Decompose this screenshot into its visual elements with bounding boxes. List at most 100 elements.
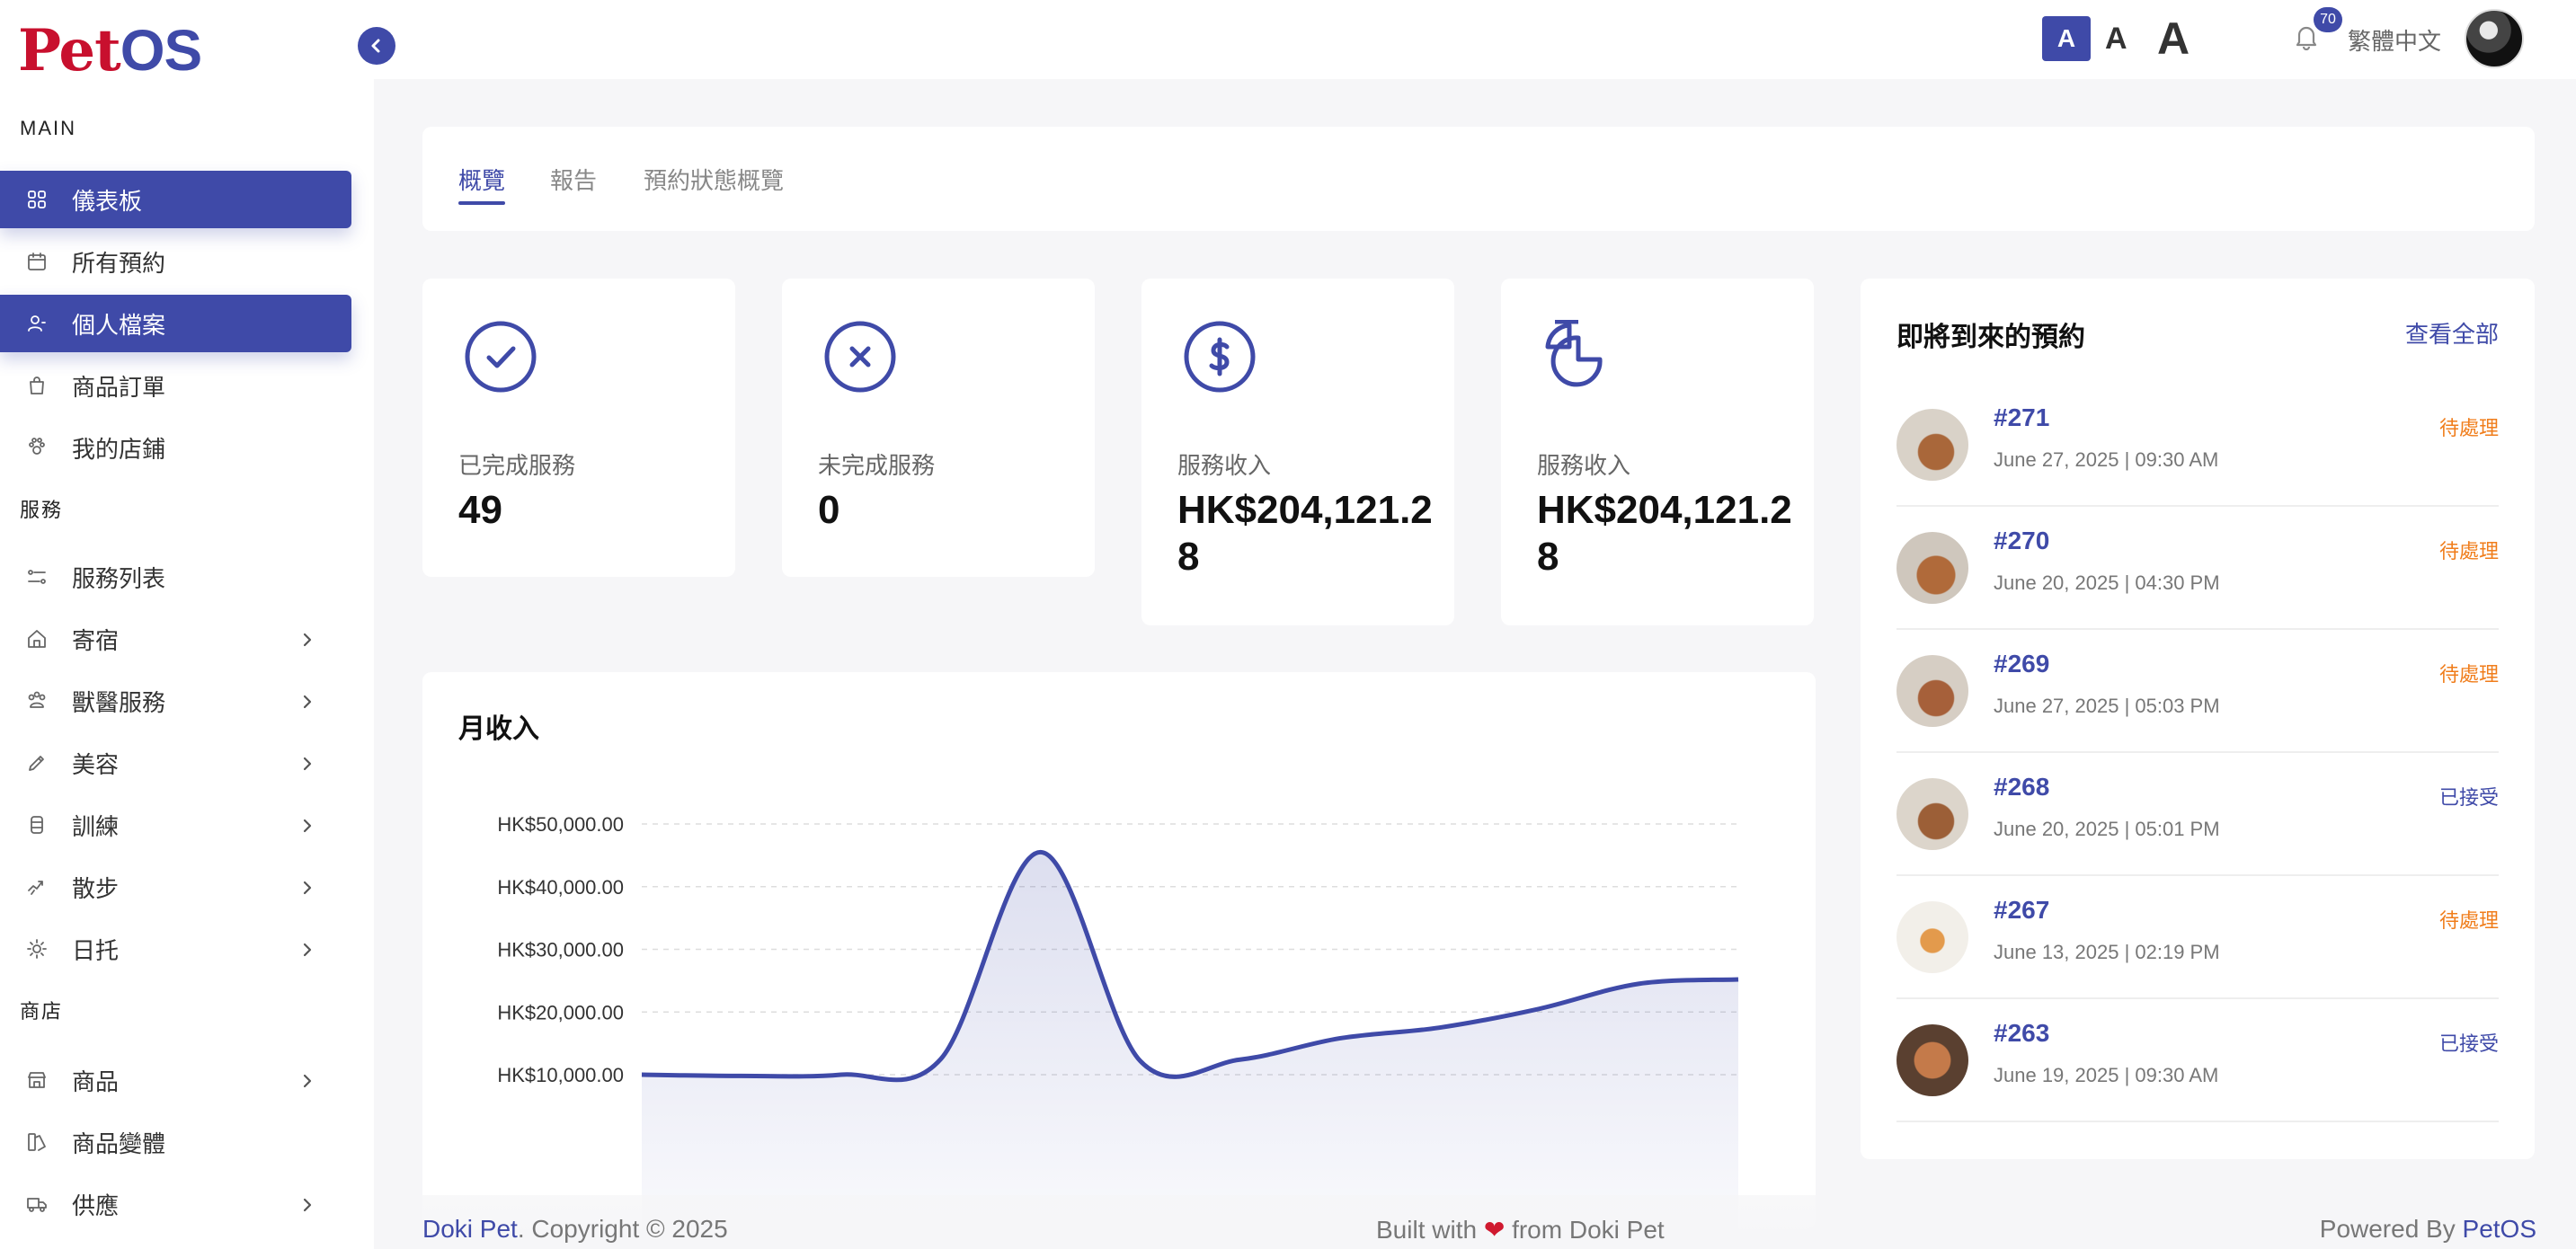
upcoming-title: 即將到來的預約 xyxy=(1896,323,2085,352)
sidebar-item-label: 個人檔案 xyxy=(72,311,166,339)
notification-bell-icon[interactable] xyxy=(2294,23,2319,55)
appointment-row[interactable]: #267 June 13, 2025 | 02:19 PM 待處理 xyxy=(1896,876,2499,999)
y-tick-label: HK$10,000.00 xyxy=(497,1064,624,1086)
stat-value: HK$204,121.28 xyxy=(1177,488,1433,579)
sidebar-item-truck[interactable]: 供應 xyxy=(0,1175,351,1233)
pie-chart-icon xyxy=(1542,319,1623,398)
sidebar-item-daycare[interactable]: 日托 xyxy=(0,920,351,978)
chart-title: 月收入 xyxy=(458,714,539,744)
sidebar-item-label: 訓練 xyxy=(72,812,120,840)
tab-booking-status-overview[interactable]: 預約狀態概覽 xyxy=(644,167,785,194)
footer-brand-link[interactable]: Doki Pet xyxy=(422,1215,518,1243)
sidebar-item-walk[interactable]: 散步 xyxy=(0,858,351,916)
sidebar-item-grid[interactable]: 儀表板 xyxy=(0,171,351,228)
sidebar-item-label: 儀表板 xyxy=(72,187,143,215)
footer-built-text: Built with xyxy=(1376,1216,1484,1244)
list-icon xyxy=(25,565,49,589)
sidebar-item-label: 商品 xyxy=(72,1067,120,1095)
footer: Doki Pet. Copyright © 2025 Built with ❤ … xyxy=(374,1195,2576,1249)
topbar xyxy=(374,0,2576,79)
sidebar-item-label: 服務列表 xyxy=(72,564,166,592)
check-circle-icon xyxy=(464,320,537,398)
notification-count-badge: 70 xyxy=(2314,7,2342,32)
appointment-row[interactable]: #270 June 20, 2025 | 04:30 PM 待處理 xyxy=(1896,507,2499,630)
appointment-row[interactable]: #268 June 20, 2025 | 05:01 PM 已接受 xyxy=(1896,753,2499,876)
tab-overview[interactable]: 概覽 xyxy=(458,163,506,205)
y-tick-label: HK$20,000.00 xyxy=(497,1001,624,1023)
variant-icon xyxy=(25,1130,49,1154)
sidebar-item-label: 商品訂單 xyxy=(72,373,166,401)
chevron-right-icon xyxy=(298,876,317,904)
stat-label: 服務收入 xyxy=(1537,452,1631,479)
sidebar-item-calendar[interactable]: 所有預約 xyxy=(0,233,351,290)
appointment-id[interactable]: #269 xyxy=(1994,650,2050,678)
footer-built-with: Built with ❤ from Doki Pet xyxy=(1376,1215,1665,1245)
sidebar-item-store[interactable]: 商品 xyxy=(0,1051,351,1109)
pet-photo xyxy=(1896,409,1968,481)
home-icon xyxy=(25,627,49,651)
training-icon xyxy=(25,813,49,837)
brush-icon xyxy=(25,751,49,775)
sidebar-item-training[interactable]: 訓練 xyxy=(0,796,351,854)
footer-copyright-text: . Copyright © 2025 xyxy=(517,1215,728,1243)
walk-icon xyxy=(25,875,49,899)
truck-icon xyxy=(25,1192,49,1216)
footer-from-text: from Doki Pet xyxy=(1505,1216,1665,1244)
pet-photo xyxy=(1896,532,1968,604)
sidebar-item-label: 散步 xyxy=(72,874,120,902)
appointment-status: 待處理 xyxy=(2438,540,2499,562)
view-all-link[interactable]: 查看全部 xyxy=(2404,321,2499,348)
x-circle-icon xyxy=(823,320,897,398)
stat-label: 服務收入 xyxy=(1177,452,1272,479)
stat-card-incomplete: 未完成服務 0 xyxy=(782,279,1095,577)
upcoming-appointments-card: 即將到來的預約 查看全部 #271 June 27, 2025 | 09:30 … xyxy=(1861,279,2535,1159)
font-size-medium-button[interactable]: A xyxy=(2105,21,2127,56)
appointment-status: 已接受 xyxy=(2438,1032,2499,1055)
stat-card-service-revenue: 服務收入 HK$204,121.28 xyxy=(1141,279,1454,625)
sidebar-item-bag[interactable]: 商品訂單 xyxy=(0,357,351,414)
petos-logo[interactable]: Pet OS xyxy=(18,14,202,86)
stat-label: 未完成服務 xyxy=(818,452,936,479)
tab-reports[interactable]: 報告 xyxy=(550,167,598,194)
appointment-id[interactable]: #268 xyxy=(1994,773,2050,801)
appointment-id[interactable]: #267 xyxy=(1994,896,2050,924)
sidebar-item-variant[interactable]: 商品變體 xyxy=(0,1113,351,1171)
appointment-id[interactable]: #263 xyxy=(1994,1019,2050,1047)
language-selector[interactable]: 繁體中文 xyxy=(2348,28,2442,55)
sidebar-item-label: 商品變體 xyxy=(72,1129,166,1157)
stat-value: HK$204,121.28 xyxy=(1537,488,1792,579)
user-avatar[interactable] xyxy=(2465,9,2524,68)
sidebar-item-user[interactable]: 個人檔案 xyxy=(0,295,351,352)
appointment-datetime: June 20, 2025 | 04:30 PM xyxy=(1994,571,2220,594)
stat-card-completed: 已完成服務 49 xyxy=(422,279,735,577)
appointment-row[interactable]: #271 June 27, 2025 | 09:30 AM 待處理 xyxy=(1896,384,2499,507)
sidebar-item-brush[interactable]: 美容 xyxy=(0,734,351,792)
sidebar-item-home[interactable]: 寄宿 xyxy=(0,610,351,668)
sidebar-item-paw[interactable]: 我的店鋪 xyxy=(0,419,351,476)
font-size-large-button[interactable]: A xyxy=(2157,13,2190,64)
calendar-icon xyxy=(25,250,49,273)
user-icon xyxy=(25,312,49,335)
appointment-id[interactable]: #271 xyxy=(1994,403,2050,431)
sidebar-item-list[interactable]: 服務列表 xyxy=(0,548,351,606)
font-size-small-button[interactable]: A xyxy=(2042,16,2091,61)
sidebar: Pet OS MAIN 儀表板 所有預約 個人檔案 商品訂單 我的店鋪 服務 服務列表 寄宿… xyxy=(0,0,374,1249)
footer-petos-link[interactable]: PetOS xyxy=(2462,1215,2536,1243)
chevron-right-icon xyxy=(298,690,317,718)
appointment-datetime: June 19, 2025 | 09:30 AM xyxy=(1994,1064,2219,1086)
appointment-id[interactable]: #270 xyxy=(1994,527,2050,554)
monthly-revenue-chart-card: 月收入 HK$10,000.00 HK$20,000.00 HK$30,000.00… xyxy=(422,672,1816,1229)
footer-copyright: Doki Pet. Copyright © 2025 xyxy=(422,1215,728,1244)
tabs-bar: 概覽 報告 預約狀態概覽 xyxy=(422,127,2535,231)
footer-powered-text: Powered By xyxy=(2319,1215,2463,1243)
appointment-row[interactable]: #263 June 19, 2025 | 09:30 AM 已接受 xyxy=(1896,999,2499,1122)
monthly-revenue-chart: HK$10,000.00 HK$20,000.00 HK$30,000.00 HK$4… xyxy=(497,813,1739,1229)
appointment-row[interactable]: #269 June 27, 2025 | 05:03 PM 待處理 xyxy=(1896,630,2499,753)
dollar-circle-icon xyxy=(1183,320,1257,398)
appointment-status: 已接受 xyxy=(2438,786,2499,809)
appointment-datetime: June 20, 2025 | 05:01 PM xyxy=(1994,818,2220,840)
chevron-left-icon xyxy=(371,39,380,53)
sidebar-collapse-button[interactable] xyxy=(358,27,395,65)
sidebar-item-vet[interactable]: 獸醫服務 xyxy=(0,672,351,730)
footer-powered-by: Powered By PetOS xyxy=(2320,1215,2536,1244)
